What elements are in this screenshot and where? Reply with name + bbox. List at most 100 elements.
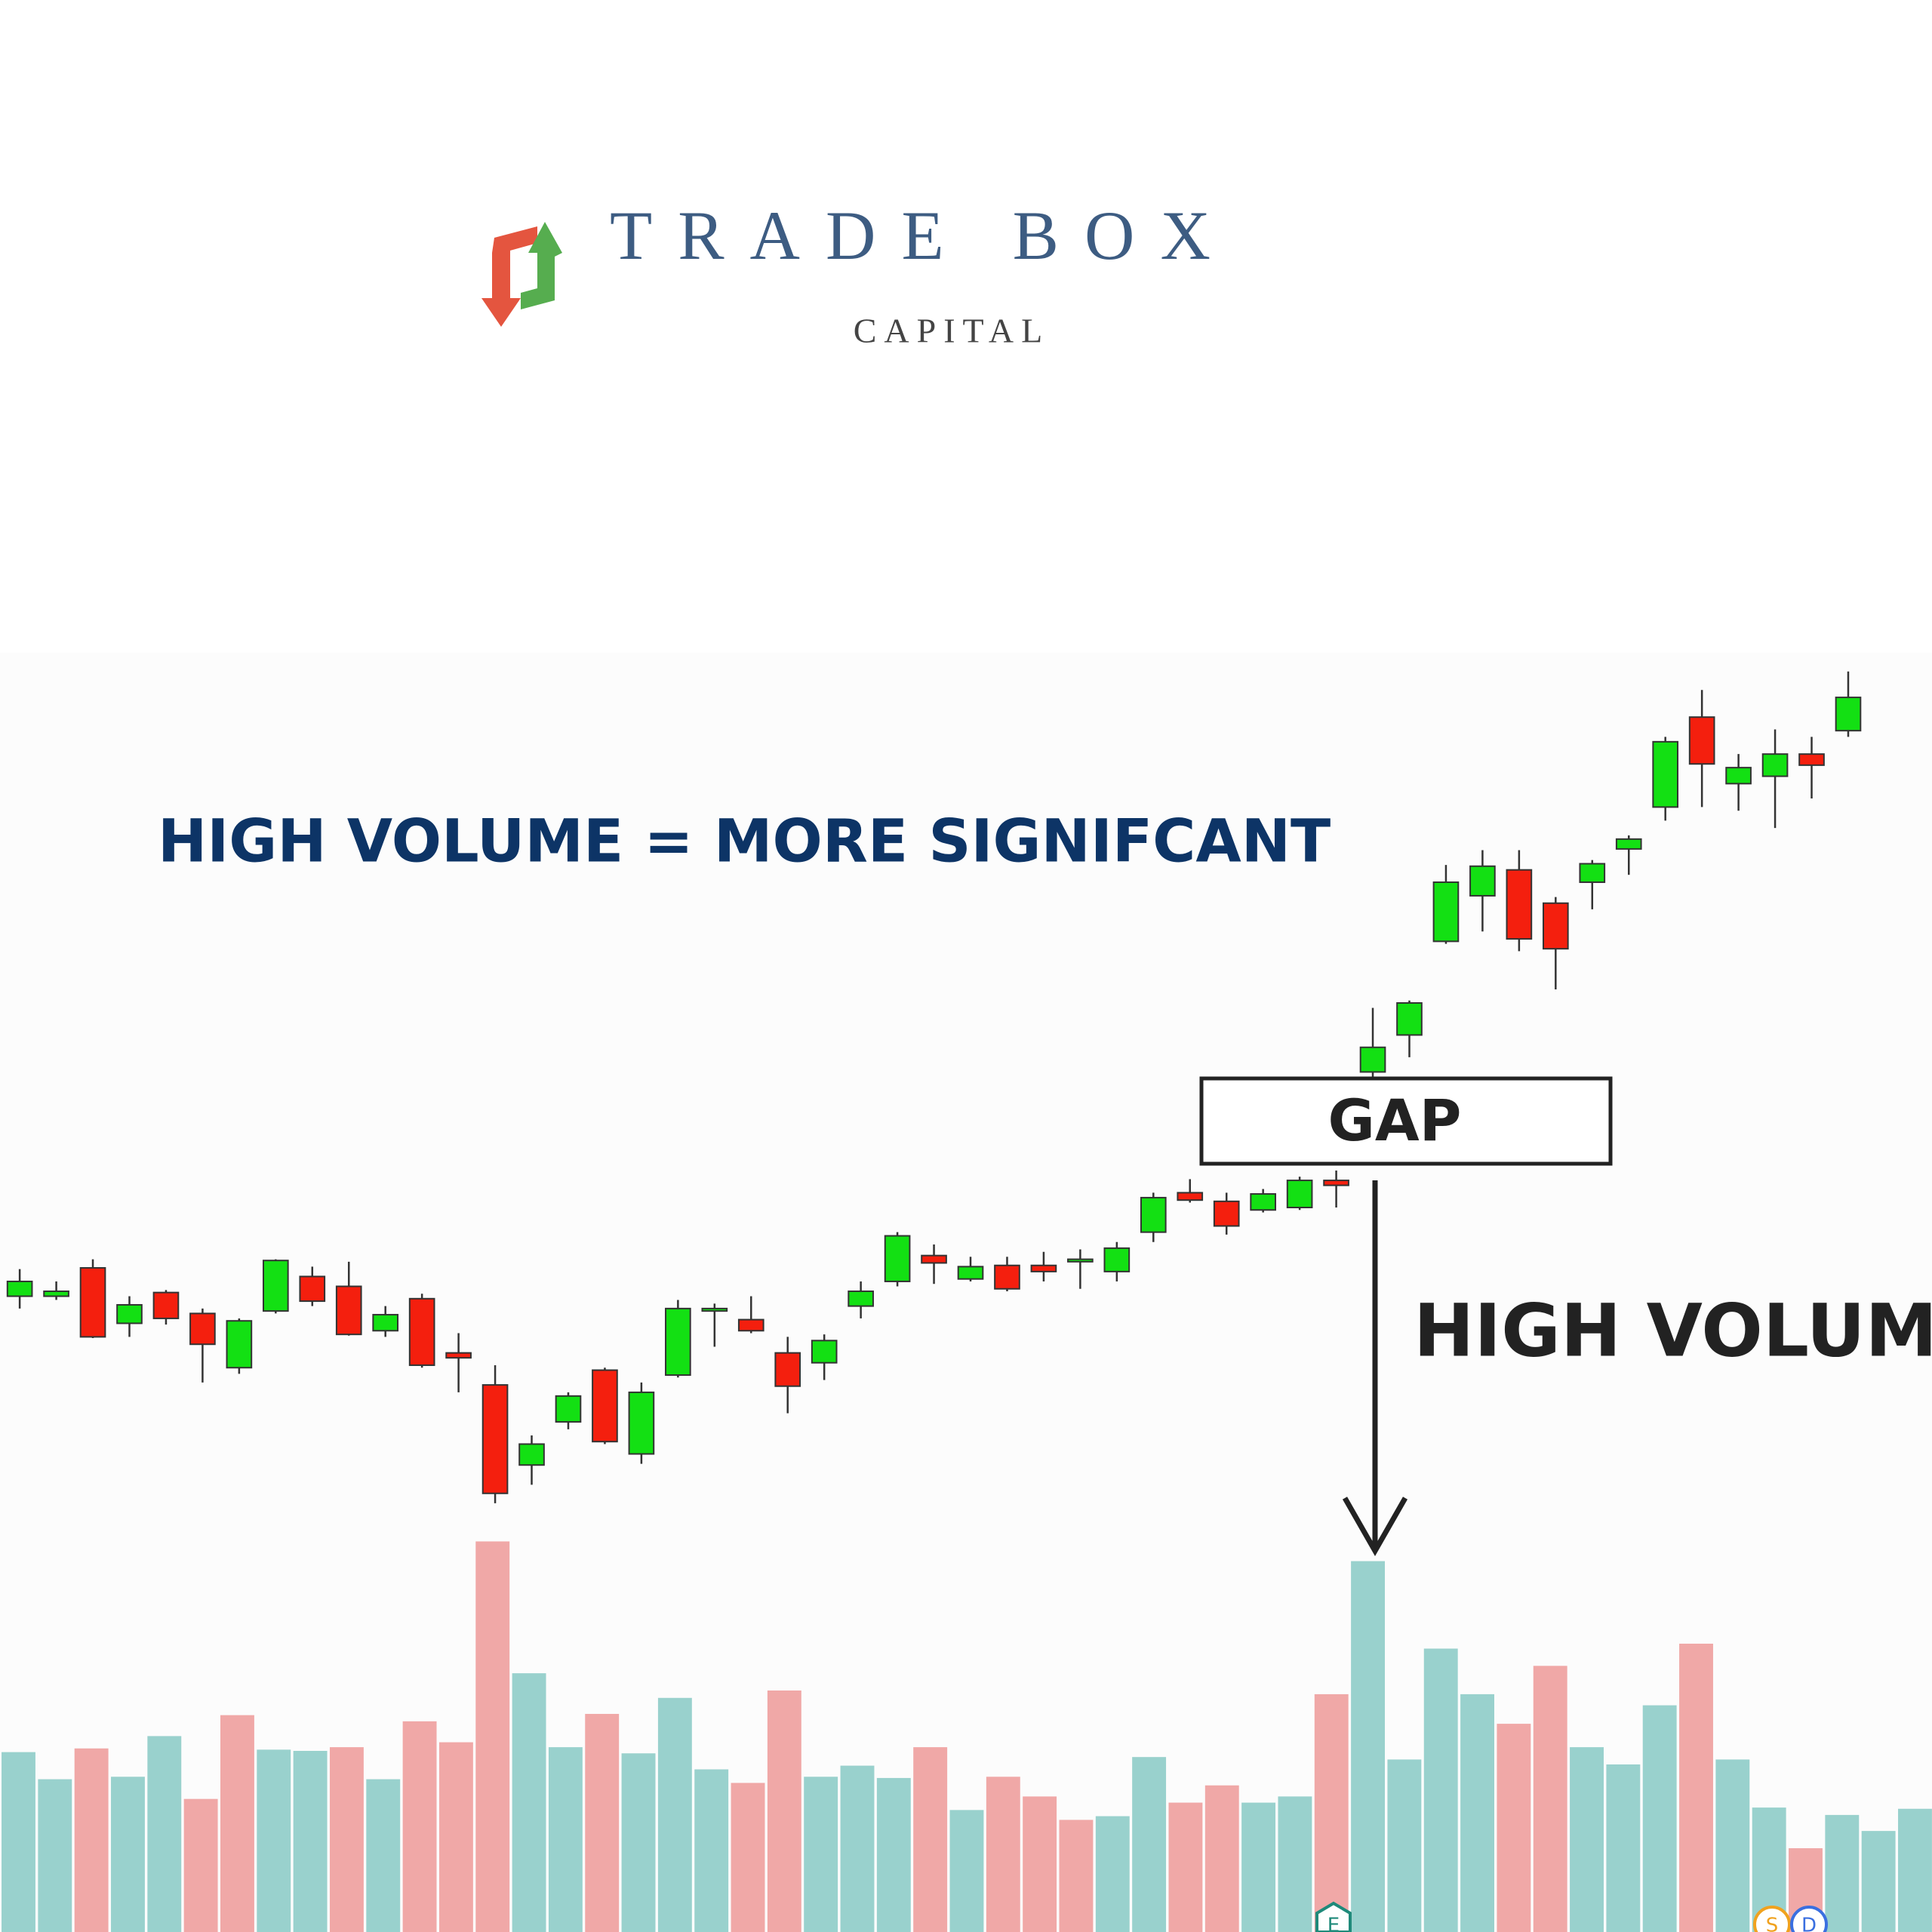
candle-body <box>43 1291 69 1297</box>
candle-body <box>6 1280 33 1297</box>
candle-body <box>957 1266 984 1280</box>
candle-body <box>1432 881 1460 943</box>
volume-bar <box>257 1749 291 1932</box>
logo-arrow-up <box>521 222 562 309</box>
marker-s: S <box>1766 1915 1779 1932</box>
logo-subtitle: CAPITAL <box>854 312 1051 350</box>
volume-bar <box>147 1736 182 1932</box>
volume-bar <box>840 1765 875 1932</box>
candle-body <box>665 1307 691 1377</box>
volume-bar <box>1606 1764 1641 1932</box>
volume-bar <box>1570 1747 1604 1932</box>
volume-bar <box>1204 1785 1239 1932</box>
volume-bar <box>111 1777 145 1932</box>
volume-bar <box>1168 1802 1203 1932</box>
volume-bar <box>220 1715 254 1932</box>
candle-body <box>152 1291 180 1319</box>
marker-e: E <box>1327 1915 1340 1932</box>
candle-body <box>1652 740 1679 808</box>
candle-body <box>189 1312 216 1346</box>
volume-bar <box>1351 1561 1386 1932</box>
volume-bar <box>876 1777 911 1932</box>
volume-bar <box>548 1747 583 1932</box>
volume-bar <box>183 1798 218 1932</box>
volume-bar <box>913 1747 948 1932</box>
candle-body <box>1542 902 1569 950</box>
candle-body <box>1323 1180 1349 1186</box>
volume-bar <box>1132 1757 1167 1932</box>
volume-bar <box>1715 1759 1750 1932</box>
candle-body <box>1250 1193 1276 1211</box>
candle-body <box>445 1352 472 1359</box>
candle-body <box>1761 753 1789 777</box>
candle-body <box>1469 865 1496 897</box>
candle-body <box>628 1391 655 1455</box>
candle-panel <box>6 671 1862 1503</box>
volume-bar <box>1314 1694 1349 1932</box>
candle-body <box>518 1443 545 1466</box>
candle-body <box>555 1395 582 1423</box>
volume-arrow <box>1342 1180 1408 1557</box>
candle-body <box>79 1267 106 1338</box>
volume-bar <box>621 1753 656 1932</box>
volume-bar <box>293 1751 328 1932</box>
volume-bar <box>438 1742 473 1932</box>
volume-bar <box>804 1777 838 1932</box>
volume-bar <box>74 1748 109 1932</box>
candle-body <box>226 1320 253 1369</box>
candle-body <box>1835 697 1862 732</box>
candle-body <box>1798 753 1825 766</box>
candle-body <box>1067 1258 1094 1263</box>
candle-body <box>1506 869 1533 940</box>
volume-bar <box>402 1721 437 1932</box>
volume-bar <box>1460 1694 1494 1932</box>
volume-bar <box>949 1810 984 1932</box>
candle-body <box>701 1307 728 1312</box>
volume-bar <box>767 1690 801 1932</box>
volume-panel <box>2 1541 1932 1932</box>
high-volume-label: HIGH VOLUME <box>1414 1288 1932 1373</box>
volume-bar <box>1387 1759 1422 1932</box>
candle-body <box>262 1260 289 1312</box>
gap-box <box>1199 1076 1613 1166</box>
volume-bar <box>657 1697 692 1932</box>
candle-body <box>774 1352 801 1387</box>
candle-body <box>994 1264 1020 1290</box>
candle-body <box>1286 1180 1313 1209</box>
volume-bar <box>1642 1705 1677 1932</box>
volume-bar <box>1023 1796 1057 1932</box>
candle-body <box>1579 863 1606 883</box>
logo-arrow-down <box>481 226 537 327</box>
candle-body <box>1688 716 1715 765</box>
candle-body <box>335 1285 362 1336</box>
volume-bar <box>366 1779 401 1932</box>
marker-d: D <box>1801 1915 1817 1932</box>
candle-body <box>1177 1192 1204 1201</box>
volume-bar <box>475 1541 510 1932</box>
volume-bar <box>2 1752 35 1932</box>
candle-body <box>848 1291 874 1307</box>
volume-bar <box>1497 1724 1531 1932</box>
volume-bar <box>1898 1808 1932 1932</box>
volume-bar <box>1059 1820 1094 1932</box>
volume-bar <box>1679 1643 1713 1932</box>
marker-e-shape <box>1315 1901 1352 1932</box>
candle-body <box>1725 767 1752 785</box>
candle-body <box>299 1275 326 1303</box>
volume-bar <box>1861 1831 1896 1932</box>
candle-body <box>372 1314 399 1332</box>
volume-bar <box>731 1783 765 1932</box>
candle-body <box>592 1369 618 1443</box>
volume-bar <box>1825 1814 1860 1932</box>
candle-body <box>1030 1264 1057 1272</box>
volume-bar <box>1278 1796 1312 1932</box>
candle-body <box>1140 1196 1167 1233</box>
volume-bar <box>329 1747 364 1932</box>
volume-bar <box>1241 1802 1276 1932</box>
logo-name: TRADE BOX <box>610 197 1236 274</box>
volume-bar <box>694 1769 729 1932</box>
candle-body <box>884 1235 911 1282</box>
candle-body <box>1213 1200 1240 1227</box>
candle-body <box>921 1254 947 1264</box>
